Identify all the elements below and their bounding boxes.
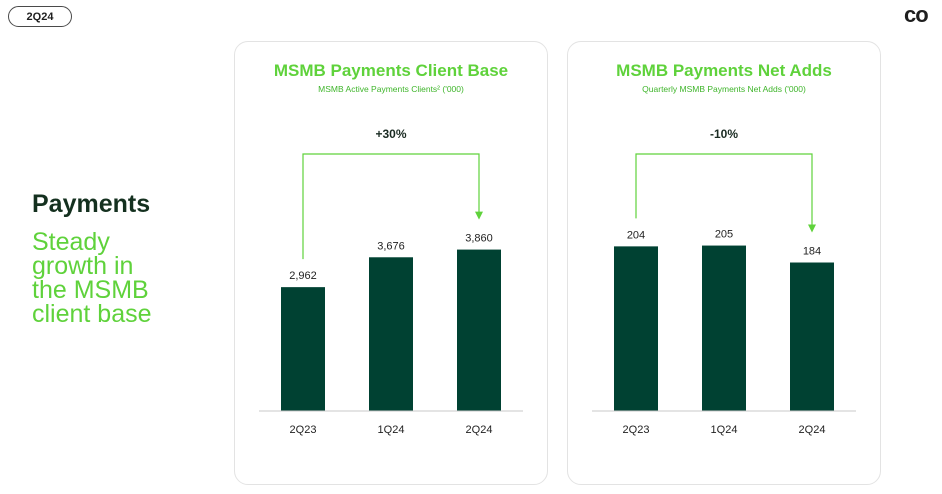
data-label: 205 xyxy=(715,229,733,241)
period-badge-label: 2Q24 xyxy=(26,10,54,23)
bar xyxy=(457,249,501,411)
brand-logo-text: co xyxy=(904,2,929,27)
data-label: 204 xyxy=(627,229,645,241)
section-subtitle-line: the MSMB xyxy=(32,276,149,304)
data-label: 3,676 xyxy=(377,240,405,252)
x-tick-label: 1Q24 xyxy=(711,424,738,436)
client-base-bar-chart: 2,962 2Q23 3,676 1Q24 3,860 2Q24 +30% xyxy=(259,127,523,436)
growth-arrowhead xyxy=(808,224,816,233)
x-tick-label: 2Q24 xyxy=(799,424,826,436)
growth-bracket xyxy=(302,153,480,260)
net-adds-chart-card: MSMB Payments Net Adds Quarterly MSMB Pa… xyxy=(567,41,881,485)
x-tick-label: 2Q24 xyxy=(466,424,493,436)
chart-title: MSMB Payments Client Base xyxy=(273,61,509,80)
growth-bracket xyxy=(635,153,813,226)
x-tick-label: 2Q23 xyxy=(623,424,650,436)
data-label: 184 xyxy=(803,246,821,258)
chart-subtitle: MSMB Active Payments Clients² ('000) xyxy=(318,84,464,94)
chart-subtitle: Quarterly MSMB Payments Net Adds ('000) xyxy=(642,84,806,94)
section-title: Payments xyxy=(32,190,151,218)
section-subtitle-line: growth in xyxy=(32,252,134,280)
bar xyxy=(702,245,746,411)
growth-label: +30% xyxy=(375,127,406,141)
brand-logo: co xyxy=(904,2,929,28)
data-label: 3,860 xyxy=(465,233,493,245)
section-subtitle-line: Steady xyxy=(32,228,110,256)
bar xyxy=(614,246,658,411)
client-base-chart-card: MSMB Payments Client Base MSMB Active Pa… xyxy=(234,41,548,485)
net-adds-bar-chart: 204 2Q23 205 1Q24 184 2Q24 -10% xyxy=(592,127,856,436)
bar xyxy=(790,262,834,411)
growth-label: -10% xyxy=(710,127,738,141)
x-tick-label: 2Q23 xyxy=(290,424,317,436)
growth-arrowhead xyxy=(475,211,483,220)
bar xyxy=(369,257,413,411)
section-subtitle-line: client base xyxy=(32,300,152,328)
period-badge: 2Q24 xyxy=(8,6,72,27)
chart-title: MSMB Payments Net Adds xyxy=(616,61,832,80)
bar xyxy=(281,287,325,411)
section-subtitle: Steady growth in the MSMB client base xyxy=(32,228,192,328)
data-label: 2,962 xyxy=(289,270,317,282)
x-tick-label: 1Q24 xyxy=(378,424,405,436)
